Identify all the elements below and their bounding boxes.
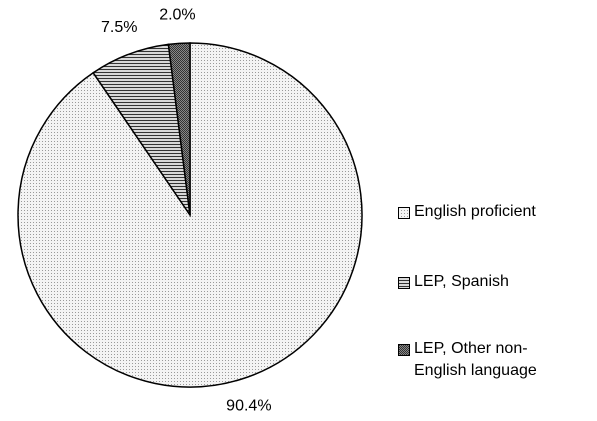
legend-item: English proficient [396,203,574,223]
data-label: 7.5% [101,19,137,36]
legend-swatch [398,344,410,356]
legend-swatch [398,277,410,289]
legend-label: English proficient [414,203,536,220]
legend-swatch [398,207,410,219]
legend-item: LEP, Spanish [396,273,574,293]
legend-item: LEP, Other non-English language [396,340,574,382]
pie-slice [167,42,191,216]
data-label: 90.4% [226,397,271,414]
legend-label: LEP, Other non-English language [414,340,537,379]
legend-label: LEP, Spanish [414,273,509,290]
data-label: 2.0% [159,7,195,24]
